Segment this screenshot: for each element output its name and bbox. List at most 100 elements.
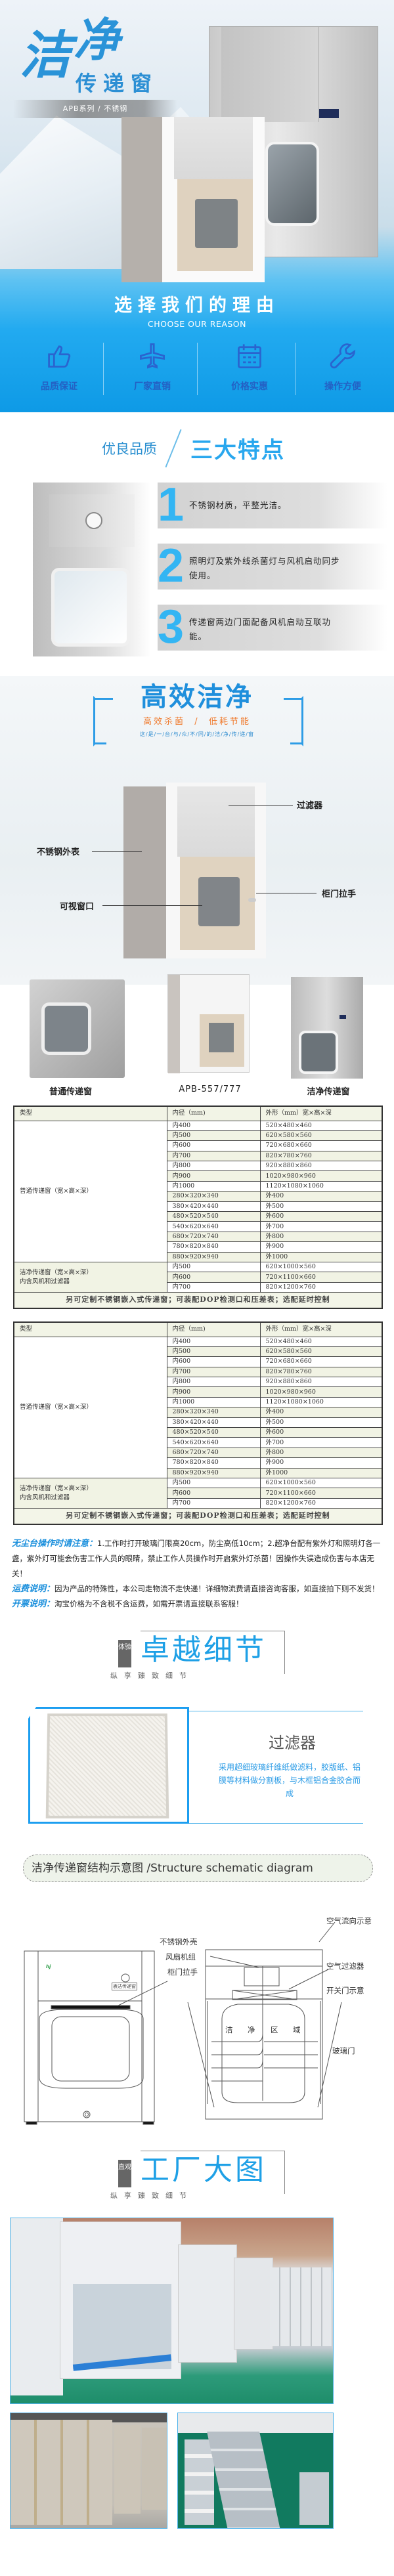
product-image-apb <box>167 974 250 1073</box>
note-title: 运费说明： <box>12 1584 55 1594</box>
reason-label: 厂家直销 <box>120 379 185 393</box>
inner-size-cell: 内400 <box>167 1337 260 1346</box>
banner-title: 卓越细节 <box>141 1633 267 1667</box>
column-header: 内径（mm) <box>167 1322 260 1337</box>
outer-size-cell: 外1000 <box>260 1468 382 1478</box>
airplane-icon <box>138 341 167 370</box>
factory-photo-filter-units <box>177 2413 334 2529</box>
inner-size-cell: 内800 <box>167 1377 260 1387</box>
outer-size-cell: 1020×980×960 <box>260 1387 382 1397</box>
series-label: APB系列 / 不锈钢 <box>13 100 177 118</box>
type-label: 内含风机和过滤器 <box>20 1277 162 1287</box>
outer-size-cell: 820×780×760 <box>260 1367 382 1377</box>
callout-line <box>102 905 202 906</box>
inner-size-cell: 内600 <box>167 1357 260 1367</box>
hero-title-char-2: 净 <box>74 13 120 67</box>
feature-number: 1 <box>158 479 184 531</box>
banner-tag: 直观 <box>118 2160 131 2187</box>
inner-size-cell: 内1000 <box>167 1181 260 1191</box>
callout-window: 可视窗口 <box>60 899 94 912</box>
divider <box>103 343 104 395</box>
inner-size-cell: 880×920×940 <box>167 1252 260 1262</box>
brand-logo: hj <box>46 1964 51 1969</box>
column-header: 类型 <box>14 1106 167 1121</box>
outer-size-cell: 620×580×560 <box>260 1130 382 1140</box>
reasons-title: 选择我们的理由 <box>0 295 394 316</box>
type-cell: 洁净传递窗（宽×高×深） 内含风机和过滤器 <box>14 1262 167 1292</box>
notes: 无尘台操作时请注意：1.工作时打开玻璃门限高20cm，防尘高低10cm；2.超净… <box>12 1536 386 1612</box>
note-shipping: 运费说明：因为产品的特殊性，本公司走物流不走快递！详细物流费请直接咨询客服，如直… <box>12 1581 386 1597</box>
outer-size-cell: 外500 <box>260 1201 382 1211</box>
table-row: 普通传递窗（宽×高×深） 内400 520×480×460 <box>14 1337 382 1346</box>
outer-size-cell: 920×880×860 <box>260 1161 382 1171</box>
reason-label: 价格实惠 <box>217 379 282 393</box>
outer-size-cell: 620×1000×560 <box>260 1478 382 1488</box>
table-footer: 另可定制不锈钢嵌入式传递窗；可装配DOP检测口和压差表；选配延时控制 <box>14 1509 382 1524</box>
outer-size-cell: 外800 <box>260 1232 382 1241</box>
inner-size-cell: 内600 <box>167 1272 260 1282</box>
outer-size-cell: 1020×980×960 <box>260 1171 382 1181</box>
inner-size-cell: 内900 <box>167 1171 260 1181</box>
factory-photo-packed-crates <box>10 2413 167 2529</box>
outer-size-cell: 820×1200×760 <box>260 1282 382 1292</box>
outer-size-cell: 外1000 <box>260 1252 382 1262</box>
outer-size-cell: 820×780×760 <box>260 1151 382 1161</box>
product-image-standard <box>30 979 125 1078</box>
outer-size-cell: 外400 <box>260 1191 382 1201</box>
table-header-row: 类型 内径（mm) 外形（mm）宽×高×深 <box>14 1322 382 1337</box>
table-row: 洁净传递窗（宽×高×深） 内含风机和过滤器 内500 620×1000×560 <box>14 1478 382 1488</box>
banner-subtitle: 纵享臻致细节 <box>110 2190 196 2200</box>
reason-label: 品质保证 <box>26 379 92 393</box>
filter-image-frame <box>28 1707 189 1824</box>
inner-size-cell: 540×620×640 <box>167 1438 260 1448</box>
front-plate-label: 表洁传递窗 <box>112 1983 137 1990</box>
outer-size-cell: 外600 <box>260 1212 382 1222</box>
inner-size-cell: 内700 <box>167 1151 260 1161</box>
table-footer-row: 另可定制不锈钢嵌入式传递窗；可装配DOP检测口和压差表；选配延时控制 <box>14 1509 382 1524</box>
inner-size-cell: 内700 <box>167 1498 260 1508</box>
inner-size-cell: 680×720×740 <box>167 1448 260 1457</box>
inner-size-cell: 内1000 <box>167 1397 260 1407</box>
note-operation: 无尘台操作时请注意：1.工作时打开玻璃门限高20cm，防尘高低10cm；2.超净… <box>12 1536 386 1581</box>
divider <box>197 343 198 395</box>
outer-size-cell: 外600 <box>260 1428 382 1438</box>
inner-size-cell: 内500 <box>167 1478 260 1488</box>
inner-size-cell: 内700 <box>167 1282 260 1292</box>
efficient-title: 高效洁净 <box>0 681 394 713</box>
type-label: 洁净传递窗（宽×高×深） <box>20 1268 162 1277</box>
spec-table: 类型 内径（mm) 外形（mm）宽×高×深 普通传递窗（宽×高×深） 内400 520×4… <box>13 1321 383 1525</box>
type-cell: 普通传递窗（宽×高×深） <box>14 1337 167 1478</box>
label-clean-zone: 净 <box>248 2025 255 2035</box>
note-text: 淘宝价格为不含税不含运费，如需开票请直接联系客服！ <box>55 1599 244 1608</box>
efficient-subtitle: 高效杀菌 / 低耗节能 <box>0 717 394 727</box>
inner-size-cell: 内600 <box>167 1141 260 1151</box>
callout-line <box>92 851 142 852</box>
feature-item-3: 3 传递窗两边门面配备风机启动互联功能。 <box>158 605 387 651</box>
reason-price: 价格实惠 <box>217 341 282 393</box>
inner-size-cell: 680×720×740 <box>167 1232 260 1241</box>
thumbs-up-icon <box>45 341 74 370</box>
note-text: 因为产品的特殊性，本公司走物流不走快递！详细物流费请直接咨询客服，如直接拍下则不… <box>55 1584 380 1593</box>
inner-size-cell: 880×920×940 <box>167 1468 260 1478</box>
inner-size-cell: 480×520×540 <box>167 1428 260 1438</box>
outer-size-cell: 520×480×460 <box>260 1337 382 1346</box>
label-clean-zone: 区 <box>271 2025 278 2035</box>
outer-size-cell: 820×1200×760 <box>260 1498 382 1508</box>
filter-title: 过滤器 <box>217 1733 368 1753</box>
table-header-row: 类型 内径（mm) 外形（mm）宽×高×深 <box>14 1106 382 1121</box>
outer-size-cell: 620×1000×560 <box>260 1262 382 1272</box>
outer-size-cell: 720×1100×660 <box>260 1488 382 1498</box>
inner-size-cell: 780×820×840 <box>167 1242 260 1252</box>
callout-filter: 过滤器 <box>297 798 322 811</box>
label-air-filter: 空气过滤器 <box>326 1961 364 1971</box>
inner-size-cell: 780×820×840 <box>167 1458 260 1468</box>
filter-image <box>46 1713 169 1818</box>
feature-number: 3 <box>158 601 184 653</box>
hero-subtitle: 传递窗 <box>76 71 158 96</box>
inner-size-cell: 380×420×440 <box>167 1201 260 1211</box>
inner-size-cell: 380×420×440 <box>167 1417 260 1427</box>
column-header: 内径（mm) <box>167 1106 260 1121</box>
outer-size-cell: 620×580×560 <box>260 1346 382 1356</box>
label-clean-zone: 洁 <box>225 2025 233 2035</box>
inner-size-cell: 280×320×340 <box>167 1191 260 1201</box>
